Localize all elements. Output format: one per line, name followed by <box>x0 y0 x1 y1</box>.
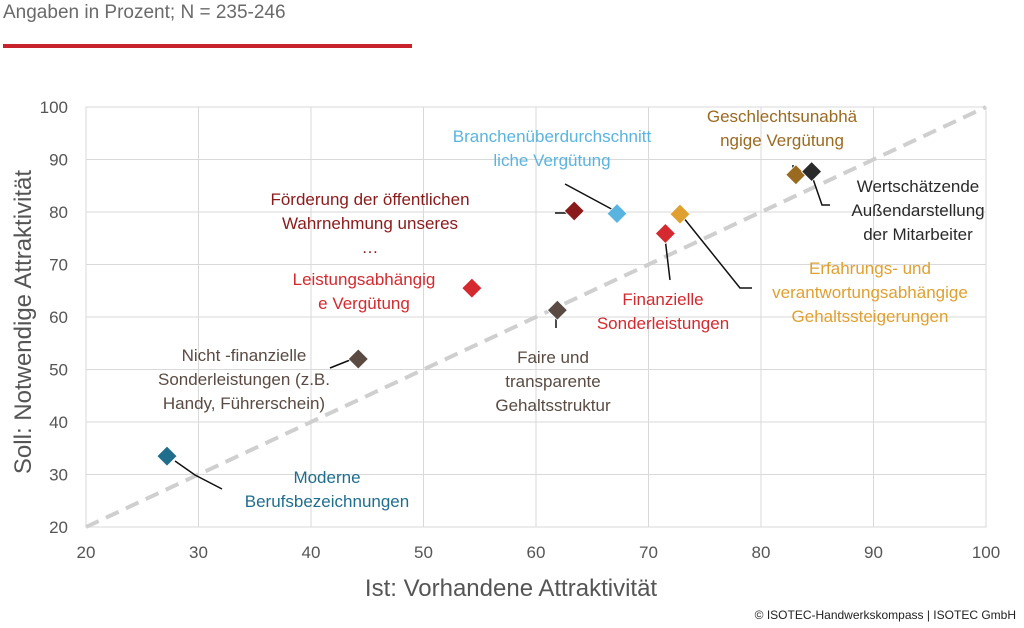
data-point-label: … <box>362 238 379 257</box>
data-point-label: Branchenüberdurchschnitt <box>453 127 652 146</box>
data-point-marker <box>563 200 585 222</box>
data-point-label: Leistungsabhängig <box>293 270 436 289</box>
x-tick-label: 20 <box>77 543 96 562</box>
data-point-label: liche Vergütung <box>493 151 610 170</box>
y-tick-label: 40 <box>49 413 68 432</box>
data-point-label: Moderne <box>293 468 360 487</box>
leader-line <box>564 183 618 213</box>
data-point-label: Wahrnehmung unseres <box>282 214 458 233</box>
data-point-label: Gehaltssteigerungen <box>792 307 949 326</box>
data-point-label: Berufsbezeichnungen <box>245 492 409 511</box>
x-tick-label: 70 <box>639 543 658 562</box>
leader-line <box>811 175 830 206</box>
data-point-label: Faire und <box>517 348 589 367</box>
data-point-label: der Mitarbeiter <box>863 225 973 244</box>
data-point-label: e Vergütung <box>318 294 410 313</box>
x-axis-title: Ist: Vorhandene Attraktivität <box>365 575 658 602</box>
leader-line <box>174 460 223 490</box>
leader-line <box>682 216 752 289</box>
chart-subtitle: Angaben in Prozent; N = 235-246 <box>3 2 286 23</box>
data-point-label: Außendarstellung <box>851 201 984 220</box>
x-tick-label: 90 <box>864 543 883 562</box>
leader-line <box>329 359 351 369</box>
data-point-marker <box>606 203 628 225</box>
y-tick-label: 90 <box>49 151 68 170</box>
x-tick-label: 30 <box>189 543 208 562</box>
data-point-marker <box>546 299 568 321</box>
data-point-label: Förderung der öffentlichen <box>270 190 469 209</box>
data-point-label: Finanzielle <box>622 290 703 309</box>
data-point-label: ngige Vergütung <box>720 131 844 150</box>
data-point-label: Sonderleistungen <box>597 314 729 333</box>
y-tick-label: 60 <box>49 308 68 327</box>
data-point-label: Geschlechtsunabhä <box>707 107 858 126</box>
x-tick-label: 40 <box>302 543 321 562</box>
y-tick-label: 70 <box>49 256 68 275</box>
copyright-notice: © ISOTEC-Handwerkskompass | ISOTEC GmbH <box>754 608 1016 622</box>
data-point-label: Sonderleistungen (z.B. <box>158 370 330 389</box>
y-tick-label: 50 <box>49 361 68 380</box>
y-tick-label: 80 <box>49 203 68 222</box>
x-tick-label: 80 <box>752 543 771 562</box>
data-point-marker <box>347 348 369 370</box>
x-tick-label: 50 <box>414 543 433 562</box>
data-point-label: Handy, Führerschein) <box>163 394 325 413</box>
y-tick-label: 20 <box>49 518 68 537</box>
data-point-marker <box>461 277 483 299</box>
x-tick-label: 100 <box>972 543 1000 562</box>
accent-underline <box>3 44 412 48</box>
leader-line <box>664 237 671 281</box>
data-point-marker <box>669 203 691 225</box>
y-tick-label: 100 <box>40 98 68 117</box>
data-point-label: Wertschätzende <box>857 177 980 196</box>
data-point-label: Nicht -finanzielle <box>182 346 307 365</box>
data-point-marker <box>156 445 178 467</box>
y-tick-label: 30 <box>49 466 68 485</box>
data-point-label: transparente <box>505 372 600 391</box>
data-point-label: verantwortungsabhängige <box>772 283 968 302</box>
x-tick-label: 60 <box>527 543 546 562</box>
data-point-marker <box>654 222 676 245</box>
reference-diagonal <box>85 105 987 529</box>
data-point-label: Erfahrungs- und <box>809 259 931 278</box>
y-axis-title: Soll: Notwendige Attraktivität <box>10 170 37 474</box>
data-point-label: Gehaltsstruktur <box>495 396 611 415</box>
data-point-marker <box>801 161 823 183</box>
